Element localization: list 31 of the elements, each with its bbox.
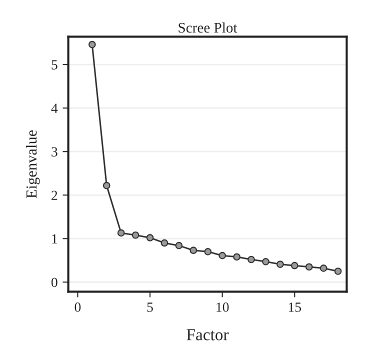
y-axis-title: Eigenvalue xyxy=(26,130,40,198)
point xyxy=(248,256,255,264)
point xyxy=(233,253,240,261)
point xyxy=(204,248,212,256)
x-tick-label: 15 xyxy=(288,302,302,312)
x-tick-label: 5 xyxy=(147,302,153,312)
y-tick-label: 4 xyxy=(51,104,58,113)
point xyxy=(88,40,96,48)
y-tick-label: 0 xyxy=(51,278,58,288)
point xyxy=(290,262,298,270)
y-tick-label: 3 xyxy=(52,147,58,157)
point xyxy=(117,229,125,237)
y-tick-label: 5 xyxy=(52,60,58,70)
chart-title: Scree Plot xyxy=(178,22,238,33)
point xyxy=(305,263,313,271)
x-tick-label: 10 xyxy=(216,302,229,312)
point xyxy=(175,242,183,250)
point xyxy=(190,246,198,254)
point xyxy=(102,182,110,190)
point xyxy=(218,252,226,260)
point xyxy=(132,231,140,239)
point xyxy=(146,234,154,242)
point xyxy=(334,268,342,275)
x-tick-label: 0 xyxy=(74,302,81,312)
point xyxy=(160,239,168,247)
point xyxy=(262,258,270,266)
point xyxy=(276,260,284,268)
y-tick-label: 2 xyxy=(52,190,58,200)
x-axis-title: Factor xyxy=(186,329,229,340)
y-tick-label: 1 xyxy=(52,234,58,244)
point xyxy=(320,264,328,272)
